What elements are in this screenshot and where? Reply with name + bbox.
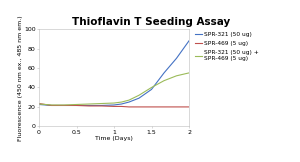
SPR-321 (50 ug) <box>37 104 41 105</box>
SPR-321 (50 ug) <box>137 97 141 99</box>
Y-axis label: Fluorescence (450 nm ex., 485 nm em.): Fluorescence (450 nm ex., 485 nm em.) <box>17 15 22 141</box>
SPR-321 (50 ug) +
SPR-469 (5 ug) <box>37 103 41 105</box>
SPR-469 (5 ug) <box>56 104 59 106</box>
SPR-321 (50 ug) <box>112 104 116 106</box>
SPR-321 (50 ug) +
SPR-469 (5 ug) <box>112 102 116 104</box>
SPR-469 (5 ug) <box>44 104 47 105</box>
SPR-321 (50 ug) +
SPR-469 (5 ug) <box>62 104 66 106</box>
SPR-321 (50 ug) +
SPR-469 (5 ug) <box>50 104 53 106</box>
SPR-321 (50 ug) <box>44 104 47 106</box>
SPR-321 (50 ug) <box>100 104 103 106</box>
SPR-321 (50 ug) +
SPR-469 (5 ug) <box>187 72 191 74</box>
SPR-321 (50 ug) <box>75 104 78 106</box>
SPR-321 (50 ug) <box>162 72 166 74</box>
SPR-469 (5 ug) <box>187 106 191 108</box>
SPR-321 (50 ug) <box>175 57 178 59</box>
SPR-469 (5 ug) <box>175 106 178 108</box>
Legend: SPR-321 (50 ug), SPR-469 (5 ug), SPR-321 (50 ug) +
SPR-469 (5 ug): SPR-321 (50 ug), SPR-469 (5 ug), SPR-321… <box>195 32 259 61</box>
SPR-469 (5 ug) <box>75 104 78 106</box>
SPR-321 (50 ug) <box>56 104 59 106</box>
SPR-321 (50 ug) <box>187 40 191 42</box>
SPR-469 (5 ug) <box>150 106 153 108</box>
SPR-469 (5 ug) <box>50 104 53 106</box>
Title: Thioflavin T Seeding Assay: Thioflavin T Seeding Assay <box>72 17 231 27</box>
SPR-321 (50 ug) +
SPR-469 (5 ug) <box>75 104 78 105</box>
SPR-469 (5 ug) <box>62 104 66 106</box>
SPR-469 (5 ug) <box>162 106 166 108</box>
SPR-321 (50 ug) +
SPR-469 (5 ug) <box>56 104 59 106</box>
SPR-321 (50 ug) +
SPR-469 (5 ug) <box>127 99 131 101</box>
SPR-321 (50 ug) +
SPR-469 (5 ug) <box>137 94 141 96</box>
Line: SPR-321 (50 ug) +
SPR-469 (5 ug): SPR-321 (50 ug) + SPR-469 (5 ug) <box>39 73 189 105</box>
SPR-469 (5 ug) <box>100 105 103 107</box>
SPR-469 (5 ug) <box>112 105 116 107</box>
SPR-321 (50 ug) +
SPR-469 (5 ug) <box>162 80 166 82</box>
SPR-321 (50 ug) +
SPR-469 (5 ug) <box>44 104 47 105</box>
SPR-321 (50 ug) <box>50 104 53 106</box>
SPR-321 (50 ug) +
SPR-469 (5 ug) <box>150 87 153 88</box>
SPR-321 (50 ug) <box>150 88 153 90</box>
SPR-469 (5 ug) <box>120 105 123 107</box>
SPR-321 (50 ug) +
SPR-469 (5 ug) <box>120 101 123 103</box>
SPR-469 (5 ug) <box>37 103 41 104</box>
SPR-321 (50 ug) +
SPR-469 (5 ug) <box>175 75 178 77</box>
Line: SPR-321 (50 ug): SPR-321 (50 ug) <box>39 41 189 105</box>
SPR-469 (5 ug) <box>127 106 131 108</box>
SPR-469 (5 ug) <box>87 105 91 107</box>
SPR-321 (50 ug) <box>120 103 123 105</box>
SPR-321 (50 ug) +
SPR-469 (5 ug) <box>100 103 103 104</box>
SPR-321 (50 ug) <box>87 104 91 106</box>
SPR-469 (5 ug) <box>137 106 141 108</box>
SPR-321 (50 ug) <box>127 101 131 103</box>
X-axis label: Time (Days): Time (Days) <box>95 136 133 141</box>
SPR-321 (50 ug) <box>62 104 66 106</box>
Line: SPR-469 (5 ug): SPR-469 (5 ug) <box>39 104 189 107</box>
SPR-321 (50 ug) +
SPR-469 (5 ug) <box>87 103 91 105</box>
